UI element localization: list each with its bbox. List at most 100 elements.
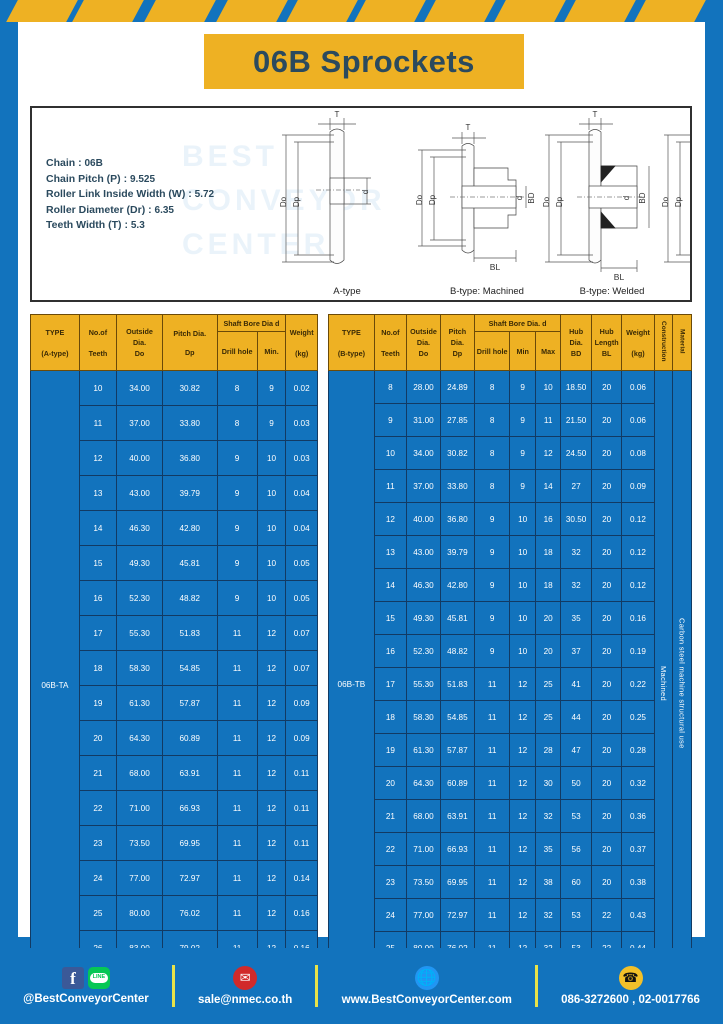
cell-4: 12 (509, 832, 536, 866)
stripe-6 (422, 0, 498, 22)
header-min-a: Min. (256, 331, 287, 371)
cell-5: 0.03 (285, 440, 318, 476)
cell-2: 54.85 (161, 650, 218, 686)
phone-icon[interactable]: ☎ (618, 966, 643, 990)
cell-2: 30.82 (439, 436, 475, 470)
cell-6: 32 (560, 535, 592, 569)
facebook-icon[interactable]: f (61, 967, 84, 989)
cell-4: 12 (509, 898, 536, 932)
cell-7: 20 (590, 601, 623, 635)
cell-2: 69.95 (161, 825, 218, 861)
cell-5: 0.11 (285, 790, 318, 826)
cell-1: 49.30 (116, 545, 163, 581)
cell-4: 12 (509, 799, 536, 833)
header-hub-b: Hub (569, 327, 584, 336)
svg-text:Do: Do (542, 196, 551, 207)
header-hub-dia-b: Hub Dia. BD (560, 314, 592, 371)
table-row: 21 68.00 63.91 11 12 0.11 (31, 755, 318, 791)
cell-5: 0.16 (285, 895, 318, 931)
cell-1: 40.00 (116, 440, 163, 476)
cell-3: 9 (216, 440, 258, 476)
cell-3: 9 (473, 502, 511, 536)
cell-3: 11 (473, 799, 511, 833)
cell-4: 12 (509, 667, 536, 701)
cell-7: 20 (590, 370, 623, 404)
cell-1: 37.00 (406, 469, 441, 503)
cell-4: 12 (509, 733, 536, 767)
cell-1: 68.00 (406, 799, 441, 833)
cell-4: 12 (256, 825, 287, 861)
table-row: 17 55.30 51.83 11 12 25 41 20 0.22 (329, 667, 692, 701)
footer-social-icons: f LINE (61, 967, 110, 989)
table-row: 12 40.00 36.80 9 10 0.03 (31, 440, 318, 476)
globe-icon[interactable]: 🌐 (414, 966, 439, 990)
header-dp-b: Dp (452, 349, 463, 358)
stripe-5 (352, 0, 428, 22)
line-icon[interactable]: LINE (87, 967, 110, 989)
header-outside-dia-b: Outside Dia. Do (406, 314, 441, 371)
cell-0: 23 (78, 825, 118, 861)
cell-2: 33.80 (439, 469, 475, 503)
header-dia-b: Dia. (416, 338, 431, 347)
cell-0: 13 (78, 475, 118, 511)
spec-line-0: Chain : 06B (46, 156, 214, 172)
header-pitch-dia-b: Pitch Dia. Dp (439, 314, 475, 371)
cell-7: 20 (590, 799, 623, 833)
footer-email-cell[interactable]: ✉ sale@nmec.co.th (175, 966, 316, 1006)
stripe-1 (70, 0, 146, 22)
cell-5: 0.05 (285, 580, 318, 616)
header-pitch-dia-a: Pitch Dia. Dp (161, 314, 218, 371)
cell-4: 12 (256, 685, 287, 721)
table-a-body: 06B-TA 10 34.00 30.82 8 9 0.02 11 37.00 33.80 8 9 0.… (30, 370, 318, 1001)
sprocket-diagrams: T Do Dp d (37, 110, 690, 300)
email-icon[interactable]: ✉ (233, 966, 258, 990)
footer-website-cell[interactable]: 🌐 www.BestConveyorCenter.com (318, 966, 535, 1006)
footer-facebook-label: @BestConveyorCenter (23, 993, 149, 1005)
table-row: 14 46.30 42.80 9 10 0.04 (31, 510, 318, 546)
cell-8: 0.12 (621, 568, 655, 602)
cell-1: 73.50 (406, 865, 441, 899)
cell-6: 37 (560, 634, 592, 668)
stripe-3 (214, 0, 290, 22)
cell-3: 11 (473, 667, 511, 701)
cell-1: 40.00 (406, 502, 441, 536)
table-a-type-container: TYPE (A-type) No.of Teeth Outside Dia. D… (30, 314, 318, 1001)
cell-6: 32 (560, 568, 592, 602)
cell-5: 0.02 (285, 370, 318, 406)
cell-3: 11 (216, 755, 258, 791)
cell-3: 11 (473, 766, 511, 800)
cell-2: 30.82 (161, 370, 218, 406)
cell-3: 9 (473, 634, 511, 668)
svg-text:d: d (622, 196, 631, 200)
cell-7: 20 (590, 832, 623, 866)
footer-facebook-cell[interactable]: f LINE @BestConveyorCenter (0, 967, 172, 1005)
cell-3: 9 (216, 545, 258, 581)
cell-3: 11 (216, 685, 258, 721)
cell-2: 51.83 (439, 667, 475, 701)
cell-6: 30.50 (560, 502, 592, 536)
spec-value-2: 5.72 (194, 189, 215, 200)
cell-4: 10 (509, 535, 536, 569)
cell-1: 71.00 (406, 832, 441, 866)
cell-2: 48.82 (439, 634, 475, 668)
cell-2: 39.79 (161, 475, 218, 511)
footer-website-label: www.BestConveyorCenter.com (341, 994, 512, 1006)
cell-5: 18 (534, 535, 562, 569)
header-type-b-sub: (B-type) (337, 348, 365, 358)
cell-2: 36.80 (439, 502, 475, 536)
header-type-a-sub: (A-type) (41, 348, 69, 358)
specification-diagram-box: BEST CONVEYOR CENTER T (30, 106, 692, 302)
footer-phone-cell[interactable]: ☎ 086-3272600 , 02-0017766 (538, 966, 723, 1006)
cell-4: 10 (509, 502, 536, 536)
cell-3: 11 (216, 825, 258, 861)
cell-3: 9 (216, 510, 258, 546)
cell-0: 21 (78, 755, 118, 791)
cell-3: 9 (216, 475, 258, 511)
cell-4: 9 (256, 370, 287, 406)
cell-1: 58.30 (406, 700, 441, 734)
cell-3: 11 (216, 895, 258, 931)
table-row: 15 49.30 45.81 9 10 20 35 20 0.16 (329, 601, 692, 635)
cell-0: 9 (373, 403, 408, 437)
cell-8: 0.12 (621, 502, 655, 536)
cell-0: 20 (78, 720, 118, 756)
